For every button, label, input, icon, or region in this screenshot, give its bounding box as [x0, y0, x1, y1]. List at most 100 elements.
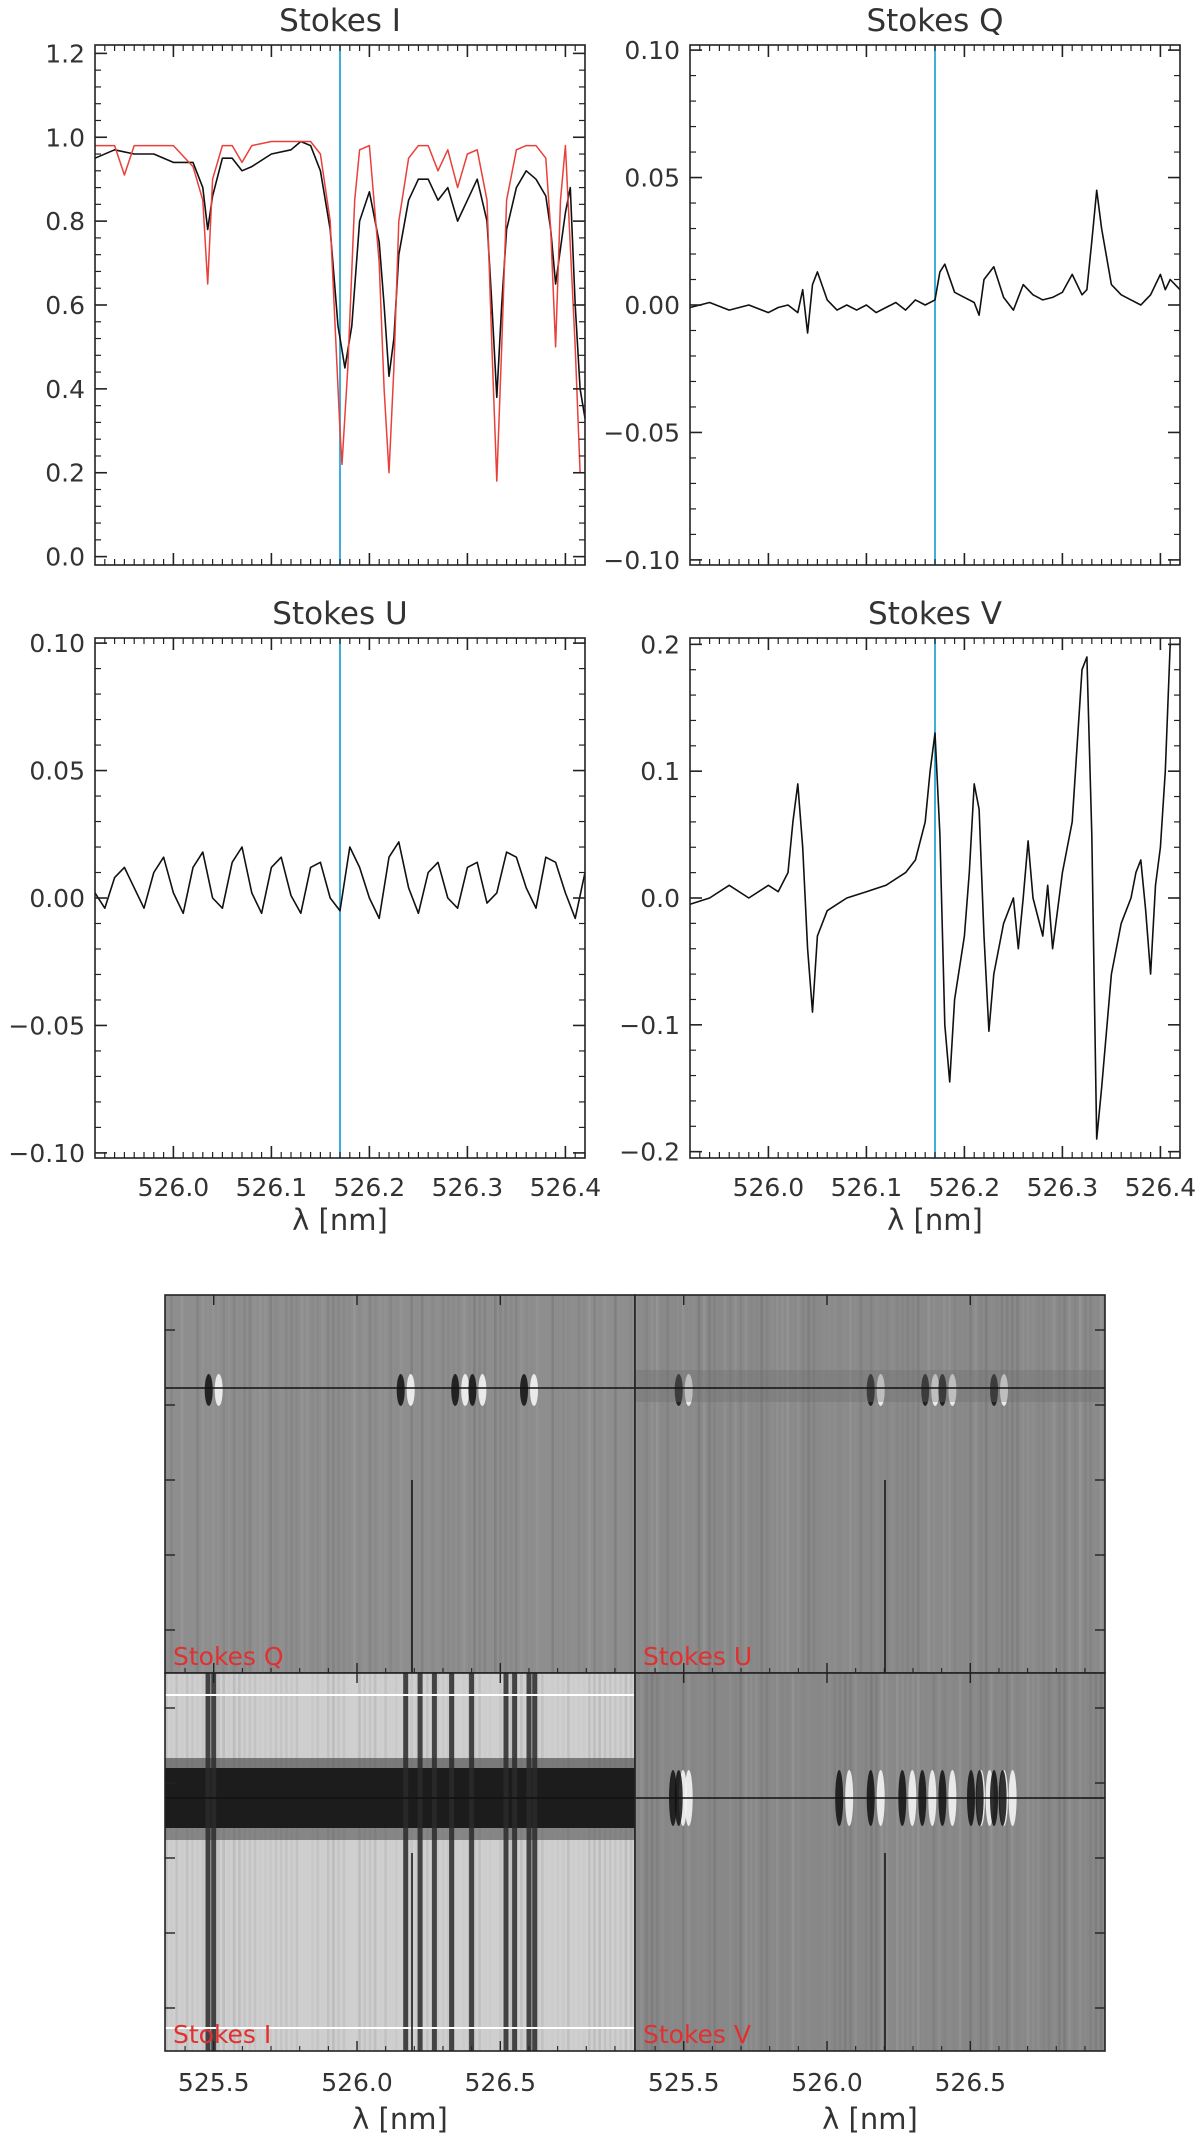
- image-stokes-q-fringe-59: [473, 1295, 476, 1673]
- image-stokes-i-fringe-52: [436, 1673, 440, 2051]
- image-stokes-q-fringe-56: [457, 1295, 460, 1673]
- image-stokes-i-fringe-70: [530, 1673, 534, 2051]
- image-stokes-q-fringe-18: [259, 1295, 262, 1673]
- image-stokes-u-fringe-3: [650, 1295, 654, 1673]
- image-stokes-u-background: [635, 1295, 1105, 1673]
- image-stokes-v-fringe-82: [1063, 1673, 1066, 2051]
- image-stokes-v-fringe-38: [833, 1673, 836, 2051]
- image-stokes-v-fringe-74: [1021, 1673, 1024, 2051]
- image-stokes-u-fringe-36: [823, 1295, 826, 1673]
- image-stokes-i-fringe-89: [629, 1673, 633, 2051]
- image-stokes-i-fringe-77: [567, 1673, 570, 2051]
- image-stokes-u-fringe-15: [713, 1295, 716, 1673]
- image-stokes-i-fringe-23: [285, 1673, 288, 2051]
- image-stokes-u-fringe-20: [739, 1295, 742, 1673]
- image-stokes-v-xlabel: λ [nm]: [822, 2102, 918, 2136]
- stokes-u-xtick-label-3: 526.3: [432, 1173, 504, 1202]
- image-stokes-u-fringe-77: [1037, 1295, 1040, 1673]
- image-stokes-v-fringe-36: [823, 1673, 826, 2051]
- image-stokes-u-noise-band: [635, 1370, 1105, 1402]
- image-stokes-i-fringe-10: [217, 1673, 220, 2051]
- image-stokes-u-fringe-80: [1052, 1295, 1056, 1673]
- stokes-v-series-0: [689, 643, 1180, 1140]
- stokes-i-ytick-label-0: 0.0: [45, 543, 85, 572]
- image-stokes-u-fringe-82: [1063, 1295, 1066, 1673]
- image-stokes-i-line-3: [417, 1673, 423, 2051]
- image-stokes-u-fringe-74: [1021, 1295, 1024, 1673]
- image-stokes-u-fringe-19: [734, 1295, 737, 1673]
- stokes-v-ytick-label-4: 0.2: [640, 630, 680, 659]
- image-stokes-i-fringe-59: [473, 1673, 476, 2051]
- stokes-u-ytick-label-3: 0.05: [29, 757, 85, 786]
- image-stokes-i-fringe-66: [509, 1673, 513, 2051]
- image-stokes-i-fringe-7: [201, 1673, 205, 2051]
- image-stokes-q-fringe-50: [426, 1295, 429, 1673]
- image-stokes-q-fringe-21: [274, 1295, 278, 1673]
- image-stokes-i-fringe-44: [394, 1673, 398, 2051]
- image-stokes-q-fringe-44: [394, 1295, 398, 1673]
- image-stokes-v-fringe-56: [927, 1673, 930, 2051]
- image-stokes-v-fringe-14: [708, 1673, 711, 2051]
- image-stokes-v-fringe-8: [676, 1673, 680, 2051]
- image-stokes-i-fringe-0: [165, 1673, 168, 2051]
- image-stokes-v-fringe-86: [1084, 1673, 1087, 2051]
- image-stokes-i-fringe-57: [462, 1673, 466, 2051]
- image-stokes-i-fringe-72: [541, 1673, 544, 2051]
- image-stokes-i-line-1: [211, 1673, 217, 2051]
- image-stokes-q-fringe-6: [196, 1295, 199, 1673]
- image-stokes-i-line-5: [449, 1673, 455, 2051]
- image-stokes-q-fringe-75: [556, 1295, 560, 1673]
- image-stokes-u-fringe-52: [906, 1295, 910, 1673]
- image-stokes-v-fringe-76: [1031, 1673, 1035, 2051]
- image-stokes-q-fringe-30: [321, 1295, 325, 1673]
- image-stokes-i-fringe-54: [447, 1673, 450, 2051]
- image-stokes-u-fringe-44: [864, 1295, 868, 1673]
- image-stokes-v-fringe-27: [776, 1673, 779, 2051]
- image-stokes-q-fringe-1: [170, 1295, 173, 1673]
- image-stokes-q-label: Stokes Q: [173, 1642, 284, 1671]
- image-stokes-i-fringe-35: [347, 1673, 351, 2051]
- image-stokes-v-fringe-52: [906, 1673, 910, 2051]
- image-stokes-i-fringe-24: [290, 1673, 293, 2051]
- stokes-v-ytick-label-2: 0.0: [640, 884, 680, 913]
- image-stokes-i-fringe-32: [332, 1673, 335, 2051]
- stokes-v-panel: −0.2 −0.1 0.0 0.1 0.2 526.0 526.1 526.2 526.3 526…: [619, 596, 1196, 1237]
- image-stokes-v-fringe-51: [901, 1673, 904, 2051]
- image-stokes-u-blob-bright-2: [931, 1374, 940, 1406]
- image-stokes-i-fringe-64: [499, 1673, 502, 2051]
- image-stokes-q-image: [165, 1295, 635, 1673]
- image-stokes-u-fringe-87: [1089, 1295, 1092, 1673]
- image-stokes-u-fringe-63: [964, 1295, 967, 1673]
- image-stokes-q-fringe-81: [588, 1295, 591, 1673]
- image-stokes-v-fringe-32: [802, 1673, 805, 2051]
- stokes-q-ytick-label-1: −0.05: [603, 418, 680, 447]
- image-stokes-v-fringe-63: [964, 1673, 967, 2051]
- stokes-q-series-0: [689, 189, 1181, 334]
- image-stokes-v-fringe-29: [786, 1673, 789, 2051]
- image-stokes-q-fringe-88: [624, 1295, 628, 1673]
- image-stokes-u-fringe-31: [796, 1295, 800, 1673]
- image-stokes-q-fringe-79: [577, 1295, 581, 1673]
- image-stokes-v-fringe-28: [781, 1673, 784, 2051]
- image-stokes-i-fringe-53: [441, 1673, 445, 2051]
- image-stokes-i-fringe-26: [300, 1673, 304, 2051]
- image-stokes-u-fringe-40: [843, 1295, 847, 1673]
- image-stokes-u-blob-dark-0: [674, 1374, 683, 1406]
- image-stokes-v-fringe-1: [640, 1673, 643, 2051]
- stokes-i-ytick-label-5: 1.0: [45, 123, 85, 152]
- image-stokes-i-fringe-6: [196, 1673, 199, 2051]
- stokes-i-series-0: [94, 140, 586, 419]
- image-stokes-q-fringe-70: [530, 1295, 534, 1673]
- image-stokes-i-fringe-62: [488, 1673, 492, 2051]
- image-stokes-i-fringe-20: [269, 1673, 272, 2051]
- stokes-u-xtick-label-1: 526.1: [236, 1173, 308, 1202]
- image-stokes-v-fringe-60: [948, 1673, 951, 2051]
- image-stokes-u-fringe-75: [1026, 1295, 1030, 1673]
- stokes-v-xtick-label-0: 526.0: [733, 1173, 805, 1202]
- stokes-i-title: Stokes I: [279, 3, 401, 39]
- image-stokes-i-fringe-13: [232, 1673, 236, 2051]
- stokes-v-xtick-label-2: 526.2: [929, 1173, 1001, 1202]
- stokes-u-ytick-label-1: −0.05: [8, 1011, 85, 1040]
- image-stokes-u-fringe-39: [838, 1295, 842, 1673]
